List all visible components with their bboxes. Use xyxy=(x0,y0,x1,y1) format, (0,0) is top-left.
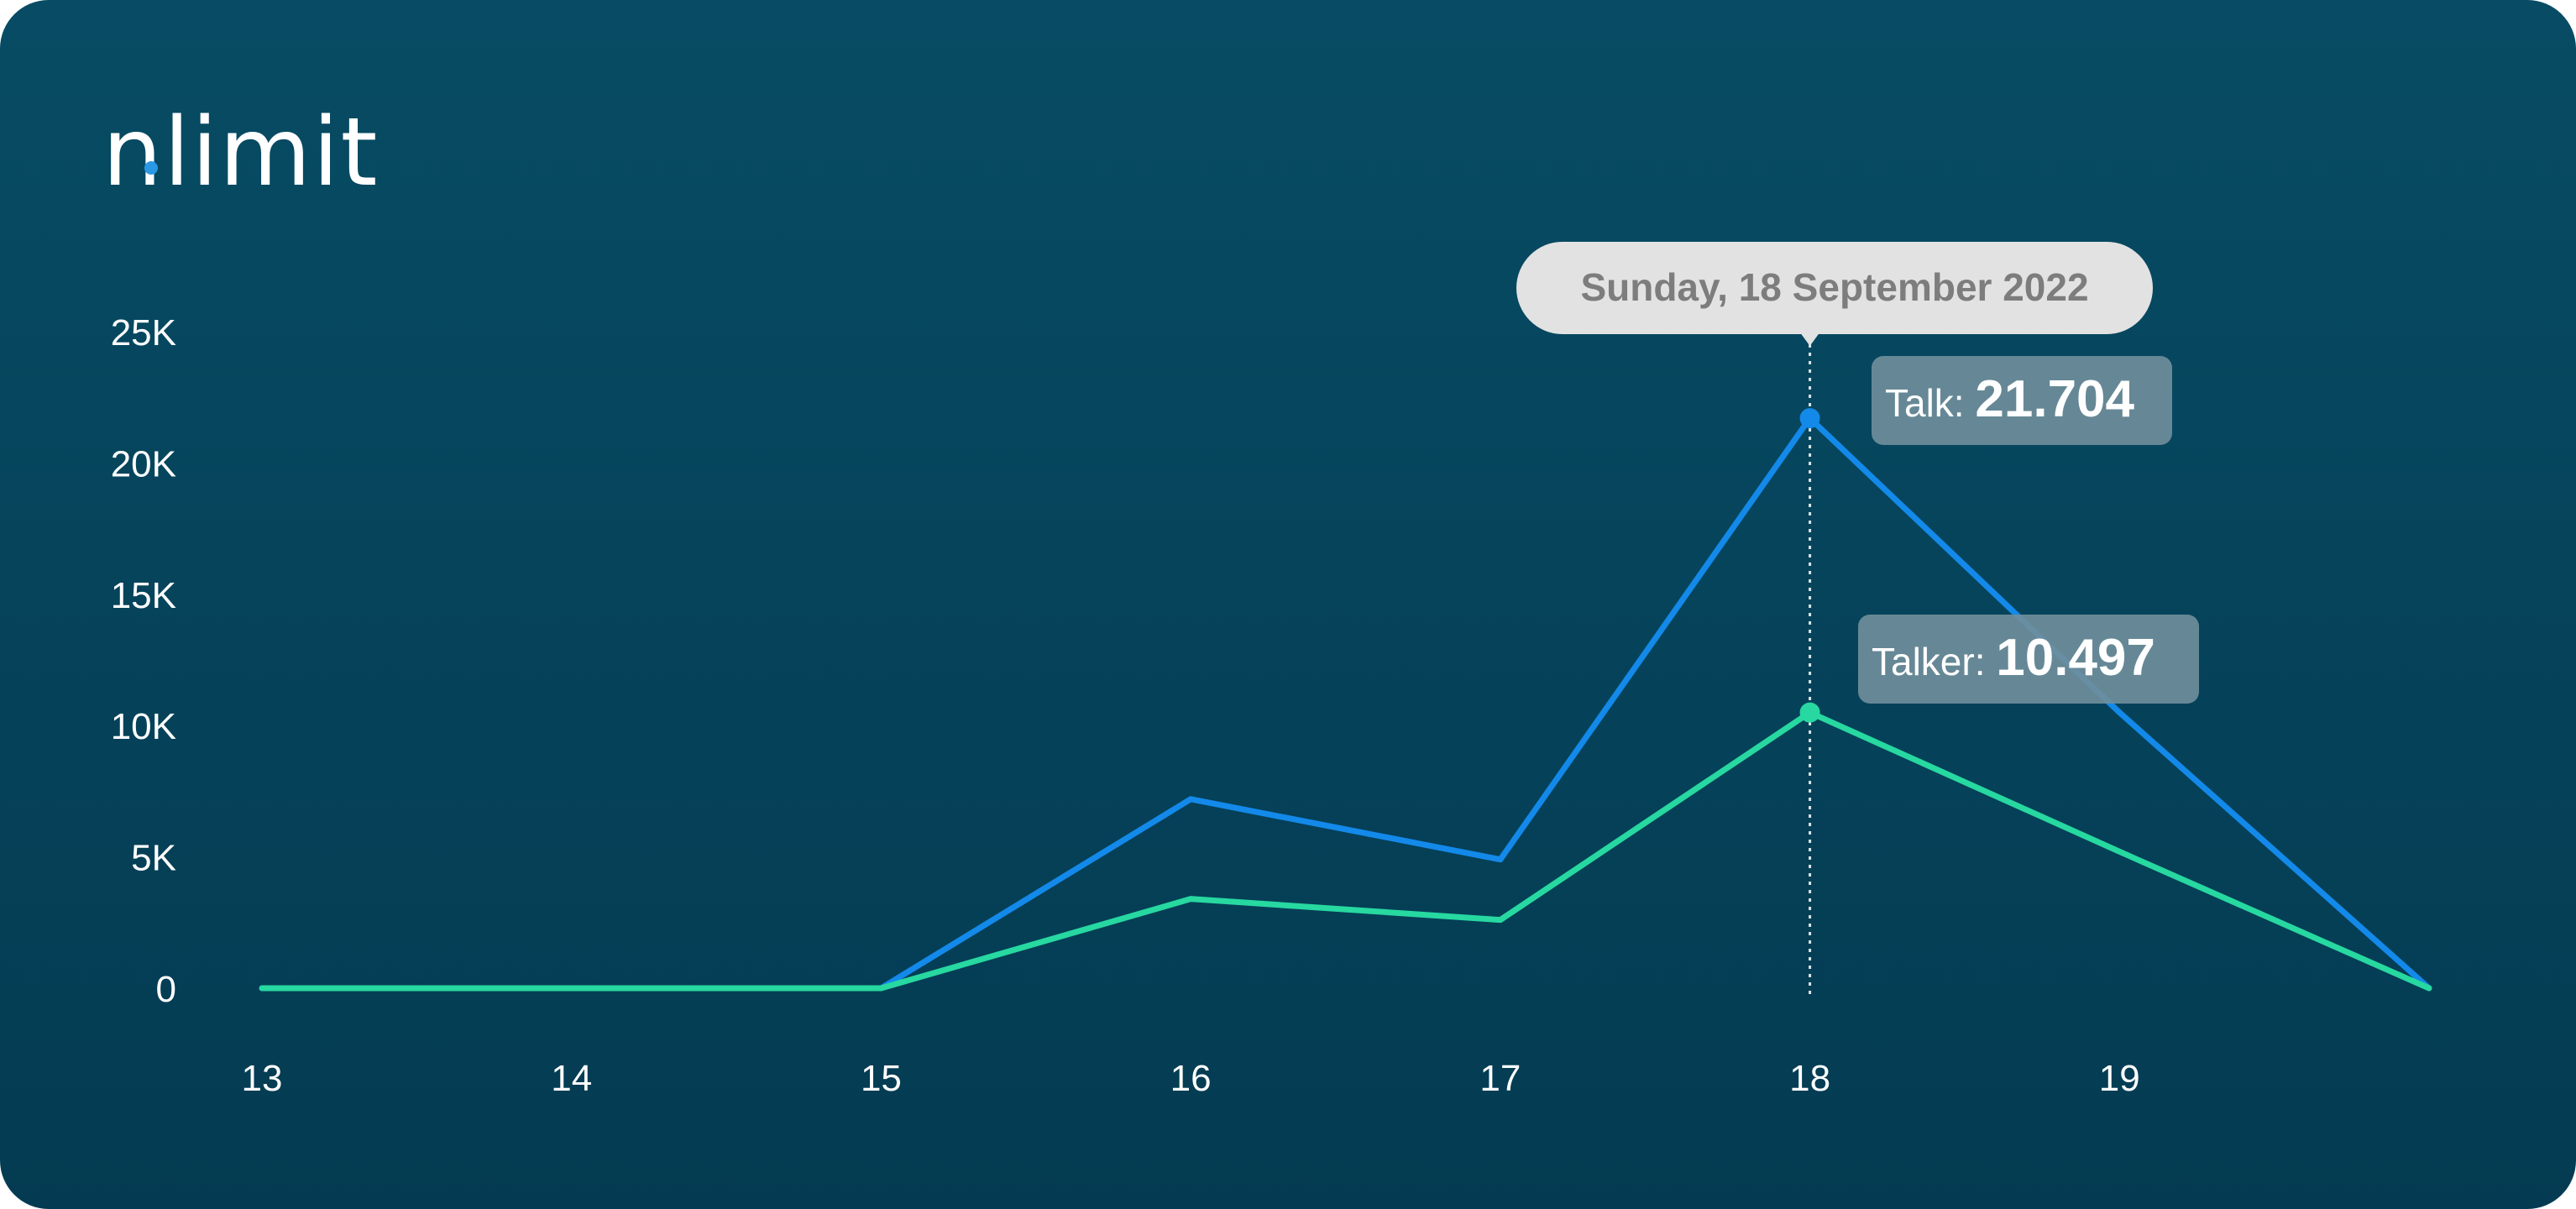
hover-point-talk[interactable] xyxy=(1799,408,1820,429)
tooltip-value-text: Talk: 21.704 xyxy=(1885,370,2135,428)
y-tick-label: 10K xyxy=(111,706,176,747)
y-tick-label: 25K xyxy=(111,312,176,353)
tooltip-value-text: Talker: 10.497 xyxy=(1872,629,2155,687)
x-tick-label: 15 xyxy=(861,1058,902,1099)
x-tick-label: 13 xyxy=(242,1058,283,1099)
x-tick-label: 16 xyxy=(1170,1058,1212,1099)
hover-point-talker[interactable] xyxy=(1799,702,1820,723)
x-tick-label: 14 xyxy=(551,1058,592,1099)
tooltip-value-talker: Talker: 10.497 xyxy=(1858,615,2199,704)
x-tick-label: 18 xyxy=(1789,1058,1830,1099)
tooltip-date: Sunday, 18 September 2022 xyxy=(1580,265,2088,309)
x-tick-label: 19 xyxy=(2099,1058,2140,1099)
y-axis: 0 5K 10K 15K 20K 25K xyxy=(111,312,176,1010)
tooltip-series-label: Talk: xyxy=(1885,381,1975,425)
tooltip-series-value: 21.704 xyxy=(1975,370,2134,428)
y-tick-label: 5K xyxy=(131,838,176,879)
tooltip-series-value: 10.497 xyxy=(1996,629,2155,687)
x-axis: 13 14 15 16 17 18 19 xyxy=(242,1058,2140,1099)
logo-text: nlimit xyxy=(102,98,380,207)
tooltip-date-bubble xyxy=(1516,242,2153,334)
tooltip-pointer xyxy=(1800,333,1819,346)
brand-logo: nlimit xyxy=(102,98,380,207)
x-tick-label: 17 xyxy=(1479,1058,1521,1099)
tooltip-value-talk: Talk: 21.704 xyxy=(1872,356,2172,445)
tooltip-series-label: Talker: xyxy=(1872,640,1996,683)
tooltip-value-box xyxy=(1872,356,2172,445)
y-tick-label: 0 xyxy=(156,969,176,1010)
tooltip-value-box xyxy=(1858,615,2199,704)
logo-dot-icon xyxy=(144,161,158,175)
y-tick-label: 20K xyxy=(111,443,176,484)
y-tick-label: 15K xyxy=(111,575,176,616)
series-line-talker xyxy=(259,709,2432,992)
crosshair-layer xyxy=(1799,336,1820,999)
